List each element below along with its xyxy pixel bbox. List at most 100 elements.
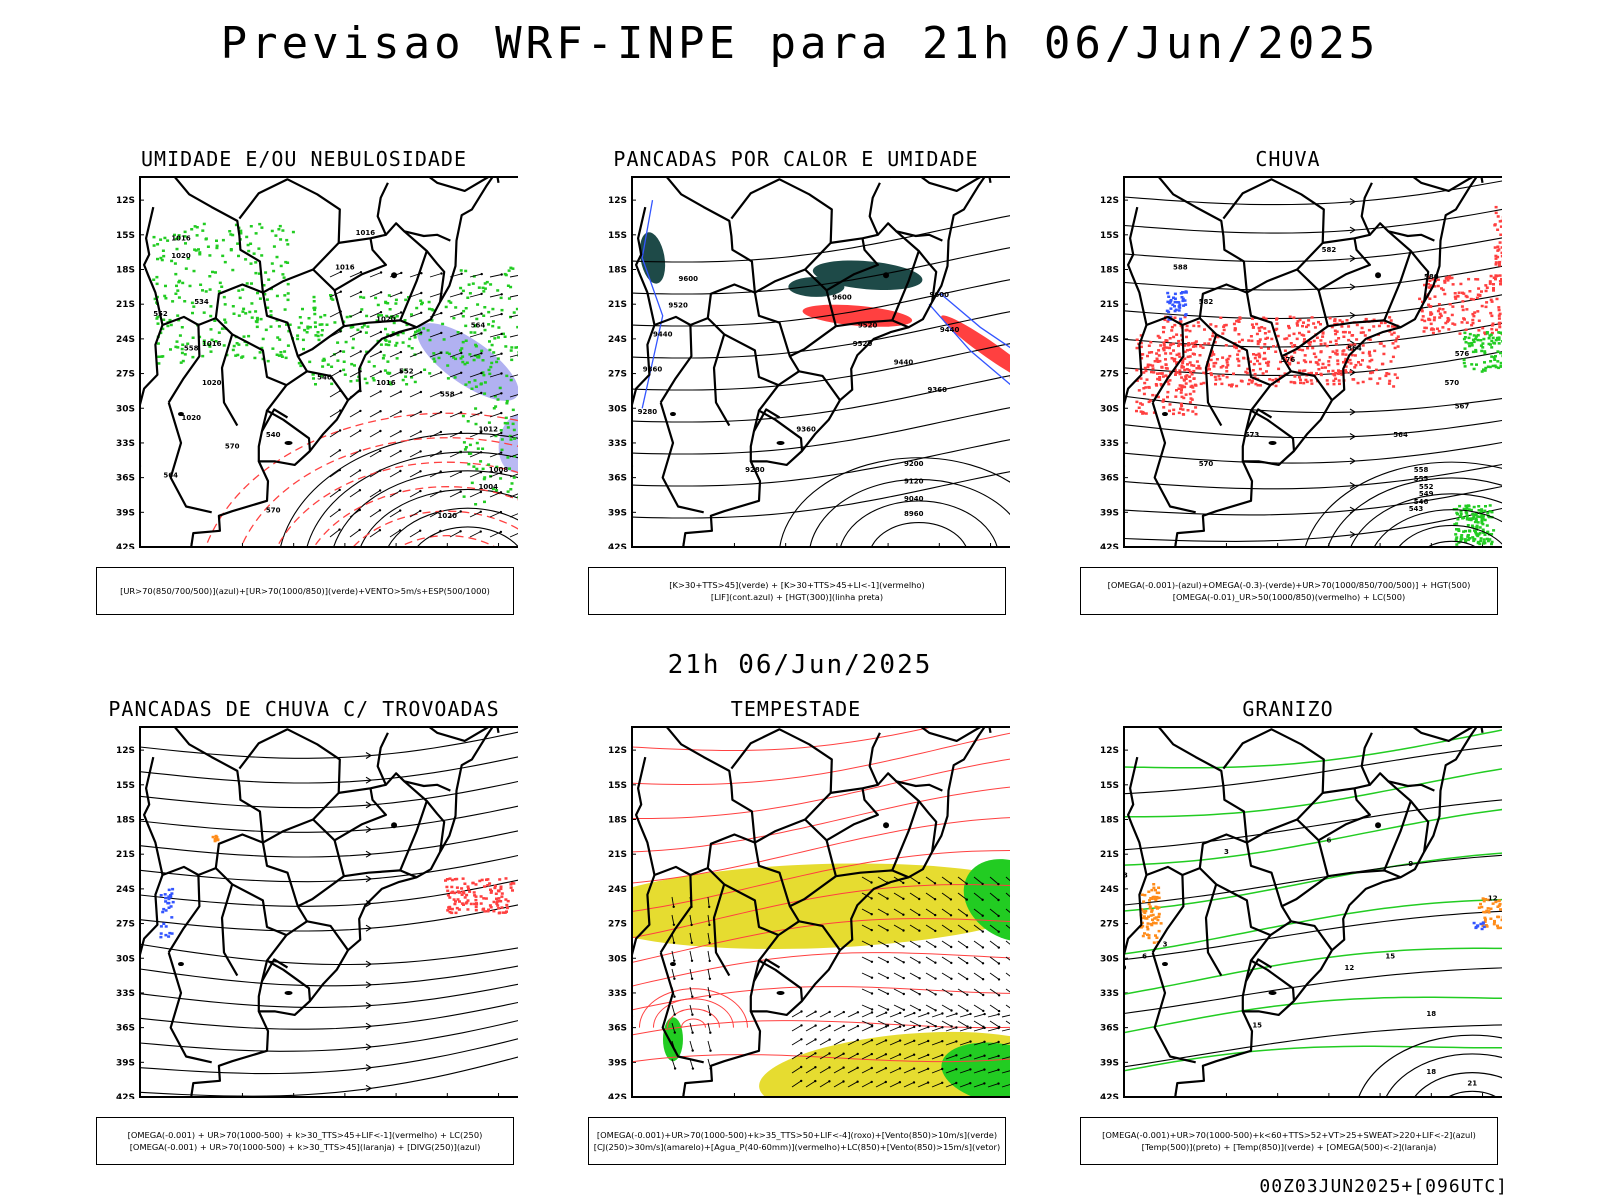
contour-label: 9280 xyxy=(745,466,765,474)
speckle xyxy=(204,238,208,241)
speckle xyxy=(448,910,452,914)
speckle xyxy=(242,307,246,311)
wind-vector-head xyxy=(870,976,874,979)
speckle xyxy=(1457,291,1461,294)
speckle xyxy=(220,327,224,330)
wind-vector xyxy=(489,472,502,478)
wind-vector-head xyxy=(934,993,937,996)
speckle xyxy=(1482,368,1485,371)
speckle xyxy=(505,402,509,405)
speckle xyxy=(1478,294,1482,298)
streamline-arrow xyxy=(365,850,373,858)
speckle xyxy=(1321,335,1325,338)
wind-vector-head xyxy=(479,431,483,434)
speckle xyxy=(1180,388,1183,392)
speckle xyxy=(515,307,518,311)
speckle xyxy=(1168,337,1172,340)
speckle xyxy=(483,392,487,395)
speckle xyxy=(1196,321,1200,324)
speckle xyxy=(1185,335,1188,339)
wind-vector-head xyxy=(902,945,905,948)
wind-vector xyxy=(931,1040,943,1046)
speckle xyxy=(1182,304,1186,307)
wind-vector xyxy=(449,411,462,418)
speckle xyxy=(512,311,516,314)
speckle xyxy=(1211,334,1215,338)
speckle xyxy=(1152,371,1156,374)
speckle xyxy=(1346,360,1350,364)
speckle xyxy=(1267,347,1270,350)
speckle xyxy=(1474,926,1478,930)
wind-vector-head xyxy=(842,1024,845,1028)
speckle xyxy=(176,314,180,317)
wind-vector-head xyxy=(439,510,442,513)
isoline xyxy=(632,986,1010,1011)
speckle xyxy=(1267,330,1271,333)
wind-vector-head xyxy=(339,290,342,293)
wind-vector-head xyxy=(997,882,1000,886)
speckle xyxy=(1309,340,1312,344)
speckle xyxy=(1264,337,1268,340)
speckle xyxy=(1378,377,1382,380)
lat-tick-label: 15S xyxy=(608,781,627,791)
wind-vector-head xyxy=(480,272,483,276)
wind-vector-head xyxy=(673,959,676,962)
speckle xyxy=(496,357,500,360)
speckle xyxy=(414,330,417,334)
speckle xyxy=(1496,350,1500,353)
speckle xyxy=(298,316,302,319)
speckle xyxy=(507,297,511,300)
speckle xyxy=(1137,389,1141,392)
speckle xyxy=(306,325,310,328)
speckle xyxy=(1427,275,1431,279)
speckle xyxy=(254,310,258,313)
wind-vector-head xyxy=(870,1080,873,1084)
speckle xyxy=(260,346,264,350)
country-border xyxy=(665,177,756,293)
speckle xyxy=(483,287,487,290)
streamline xyxy=(140,1001,518,1030)
speckle xyxy=(1468,290,1472,293)
speckle xyxy=(1257,352,1261,356)
speckle xyxy=(1266,361,1270,365)
speckle xyxy=(1438,307,1442,311)
speckle xyxy=(384,343,388,346)
wind-vector-head xyxy=(884,1039,888,1042)
wind-vector-head xyxy=(997,946,1000,949)
streamline-arrow xyxy=(365,981,373,989)
speckle xyxy=(1161,375,1165,378)
speckle xyxy=(1453,295,1457,299)
speckle xyxy=(1476,338,1480,342)
speckle xyxy=(1168,403,1172,406)
speckle xyxy=(1147,344,1151,347)
speckle xyxy=(190,301,194,305)
country-border xyxy=(635,756,656,876)
lat-tick-label: 42S xyxy=(608,1093,627,1099)
wind-vector-head xyxy=(913,1025,916,1029)
contour-label: 9120 xyxy=(904,477,924,485)
speckle xyxy=(1337,337,1341,340)
speckle xyxy=(1240,338,1244,342)
wind-vector xyxy=(369,351,381,358)
speckle xyxy=(183,353,187,356)
country-border xyxy=(1322,182,1373,244)
speckle xyxy=(1482,538,1486,541)
speckle xyxy=(1185,368,1189,371)
wind-vector-head xyxy=(886,913,889,916)
wind-vector-head xyxy=(969,1026,972,1029)
speckle xyxy=(1315,372,1318,375)
speckle xyxy=(1466,538,1470,542)
speckle xyxy=(454,900,457,903)
speckle xyxy=(1151,364,1155,367)
speckle xyxy=(1184,290,1188,293)
wind-vector xyxy=(369,430,381,438)
speckle xyxy=(249,225,253,228)
speckle xyxy=(482,314,486,317)
legend-line: [Temp(500)](preto) + [Temp(850)](verde) … xyxy=(1141,1142,1437,1152)
wind-vector xyxy=(861,1004,873,1010)
speckle xyxy=(177,296,181,299)
wind-vector xyxy=(1005,892,1010,898)
panel-trovoadas: PANCADAS DE CHUVA C/ TROVOADAS 12S 15S 18S… xyxy=(54,697,554,1197)
speckle xyxy=(1142,387,1146,390)
speckle xyxy=(1489,298,1493,302)
